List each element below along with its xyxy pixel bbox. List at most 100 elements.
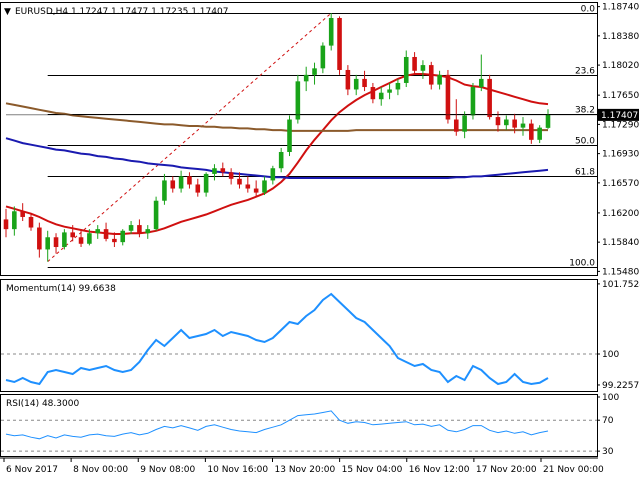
momentum-tick-label: 100 — [602, 350, 619, 360]
bearish-candle — [3, 219, 9, 230]
price-axis: 1.18740 1.18380 1.18020 1.17650 1.17290 1.169… — [6, 3, 639, 277]
bullish-candle — [537, 127, 542, 140]
time-tick-label: 21 Nov 00:00 — [543, 465, 604, 475]
rsi-pane: 100 70 30 — [1, 393, 619, 457]
bullish-candle — [478, 78, 484, 88]
momentum-tick-label: 99.2257 — [602, 381, 639, 391]
current-price-label: 1.17407 — [601, 111, 638, 121]
bullish-candle — [12, 211, 17, 230]
bullish-candle — [162, 180, 167, 201]
time-tick-label: 16 Nov 12:00 — [409, 465, 470, 475]
fib-level-label: 23.6 — [575, 67, 595, 77]
bearish-candle — [370, 87, 376, 100]
price-tick-label: 1.17290 — [602, 120, 639, 130]
bearish-candle — [137, 225, 142, 234]
time-tick-label: 13 Nov 20:00 — [275, 465, 336, 475]
price-tick-label: 1.16930 — [602, 150, 639, 160]
rsi-line — [5, 410, 549, 440]
rsi-tick-label: 100 — [602, 393, 619, 403]
price-tick-label: 1.18020 — [602, 61, 639, 71]
bearish-candle — [529, 123, 534, 140]
bullish-candle — [278, 151, 284, 169]
bullish-candle — [387, 89, 392, 93]
bearish-candle — [112, 238, 117, 243]
bullish-candle — [320, 45, 326, 69]
bullish-candle — [395, 82, 401, 90]
bullish-candle — [295, 81, 301, 120]
price-tick-label: 1.16200 — [602, 209, 639, 219]
bullish-candle — [45, 237, 50, 250]
bearish-candle — [412, 56, 417, 71]
bullish-candle — [262, 180, 267, 193]
bullish-candle — [420, 65, 426, 71]
bullish-candle — [328, 17, 334, 46]
bearish-candle — [428, 65, 434, 85]
bearish-candle — [187, 176, 192, 185]
bullish-candle — [470, 87, 476, 116]
bearish-candle — [20, 211, 25, 217]
bearish-candle — [53, 237, 59, 248]
moving-averages — [5, 73, 549, 235]
bullish-candle — [312, 68, 317, 75]
time-tick-label: 15 Nov 04:00 — [342, 465, 403, 475]
price-pane-frame — [0, 2, 598, 276]
bullish-candle — [120, 230, 126, 243]
bullish-candle — [504, 119, 509, 126]
collapse-triangle-icon[interactable]: ▼ — [4, 7, 11, 17]
time-tick-label: 8 Nov 00:00 — [73, 465, 128, 475]
current-price-tag — [598, 108, 639, 121]
fib-level-label: 38.2 — [575, 106, 595, 116]
bullish-candle — [128, 225, 134, 231]
fib-level-label: 0.0 — [581, 5, 596, 15]
price-tick-label: 1.17650 — [602, 91, 639, 101]
bullish-candle — [353, 78, 359, 90]
time-tick-label: 6 Nov 2017 — [6, 465, 58, 475]
momentum-tick-label: 101.7528 — [602, 280, 640, 290]
bullish-candle — [87, 233, 92, 244]
bearish-candle — [103, 229, 109, 239]
candles — [3, 13, 551, 262]
fib-level-label: 100.0 — [569, 259, 595, 269]
bullish-candle — [437, 74, 442, 85]
time-tick-label: 10 Nov 16:00 — [207, 465, 268, 475]
bearish-candle — [195, 184, 201, 193]
bearish-candle — [337, 17, 342, 70]
bullish-candle — [62, 232, 67, 248]
moving-average-sma-200 — [5, 137, 549, 179]
momentum-pane-frame — [0, 279, 598, 392]
momentum-line — [5, 292, 549, 386]
bearish-candle — [487, 78, 492, 118]
fibonacci-levels: 0.0 23.6 38.2 50.0 61.8 100.0 — [47, 5, 597, 269]
bearish-candle — [453, 119, 459, 132]
time-tick-label: 9 Nov 08:00 — [140, 465, 195, 475]
momentum-title: Momentum(14) 99.6638 — [6, 284, 116, 294]
bullish-candle — [520, 123, 526, 128]
bearish-candle — [28, 216, 34, 228]
bullish-candle — [212, 168, 217, 174]
fib-level-label: 50.0 — [575, 137, 595, 147]
price-tick-label: 1.15840 — [602, 238, 639, 248]
rsi-title: RSI(14) 48.3000 — [6, 399, 79, 409]
bearish-candle — [228, 172, 234, 179]
bullish-candle — [403, 56, 409, 83]
price-tick-label: 1.15480 — [602, 267, 639, 277]
bullish-candle — [378, 92, 384, 100]
bullish-candle — [145, 229, 151, 234]
bullish-candle — [462, 115, 467, 132]
bearish-candle — [445, 74, 451, 120]
bearish-candle — [170, 180, 176, 189]
price-tick-label: 1.16570 — [602, 179, 639, 189]
bearish-candle — [512, 119, 517, 128]
rsi-pane-frame — [0, 394, 598, 457]
bearish-candle — [245, 184, 251, 189]
bearish-candle — [220, 168, 226, 173]
fib-level-label: 61.8 — [575, 168, 595, 178]
bullish-candle — [153, 200, 159, 230]
bearish-candle — [495, 117, 501, 126]
time-tick-label: 17 Nov 20:00 — [476, 465, 537, 475]
trend-line — [47, 12, 332, 263]
bearish-candle — [362, 78, 367, 88]
symbol-header: EURUSD,H4 1.17247 1.17477 1.17235 1.1740… — [15, 7, 228, 17]
bullish-candle — [545, 114, 551, 128]
